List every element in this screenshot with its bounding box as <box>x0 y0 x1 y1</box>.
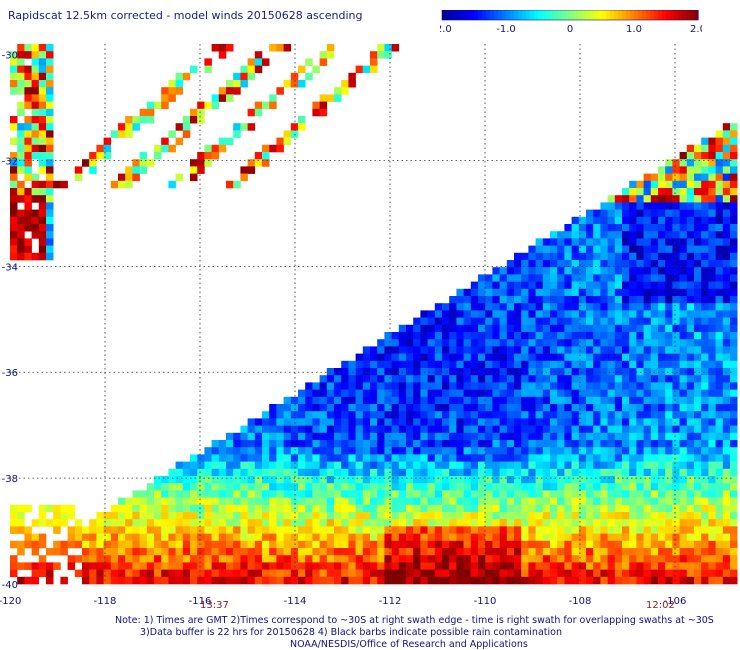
x-tick-label: -114 <box>284 596 307 607</box>
y-tick-label: -38 <box>2 474 18 485</box>
plot-title: Rapidscat 12.5km corrected - model winds… <box>8 9 363 22</box>
colorbar: -2.0 -1.0 0 1.0 2.0 <box>440 10 702 35</box>
y-tick-label: -36 <box>2 368 18 379</box>
swath-time-label-right: 12:02 <box>646 600 675 611</box>
x-tick-label: -120 <box>0 596 21 607</box>
colorbar-tick-label: 2.0 <box>690 24 702 35</box>
colorbar-tick-label: -2.0 <box>440 24 452 35</box>
y-tick-label: -32 <box>2 156 18 167</box>
x-tick-label: -108 <box>569 596 592 607</box>
wind-difference-cells <box>10 44 738 585</box>
y-tick-label: -34 <box>2 262 18 273</box>
y-tick-label: -40 <box>2 580 18 591</box>
colorbar-tick-label: -1.0 <box>496 24 516 35</box>
note-line-2: 3)Data buffer is 22 hrs for 20150628 4) … <box>140 627 562 638</box>
colorbar-tick-label: 0 <box>567 24 573 35</box>
note-line-1: Note: 1) Times are GMT 2)Times correspon… <box>115 615 714 626</box>
wind-difference-map: -120 -118 -116 -114 -112 -110 -108 -106 -30 -32 -3… <box>0 44 738 607</box>
y-tick-label: -30 <box>2 51 18 62</box>
x-tick-label: -110 <box>474 596 497 607</box>
swath-time-label-left: 13:37 <box>200 600 229 611</box>
x-tick-label: -106 <box>664 596 687 607</box>
x-tick-label: -116 <box>189 596 212 607</box>
x-tick-label: -118 <box>94 596 117 607</box>
colorbar-tick-label: 1.0 <box>626 24 642 35</box>
note-line-3: NOAA/NESDIS/Office of Research and Appli… <box>290 639 528 650</box>
x-tick-label: -112 <box>379 596 402 607</box>
